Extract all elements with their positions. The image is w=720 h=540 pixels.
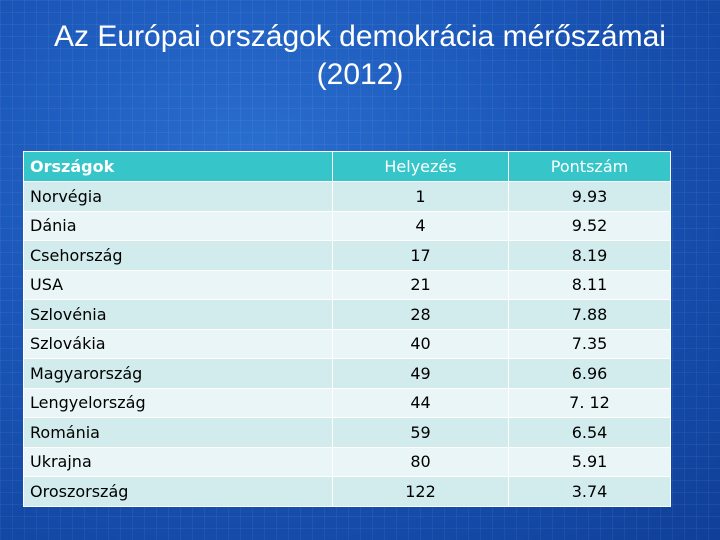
country-cell: Csehország xyxy=(23,240,333,271)
table-row: Románia 59 6.54 xyxy=(23,417,671,448)
country-cell: Szlovákia xyxy=(23,328,333,359)
country-cell: Dánia xyxy=(23,210,333,241)
table-row: Szlovákia 40 7.35 xyxy=(23,328,671,359)
country-cell: Szlovénia xyxy=(23,299,333,330)
score-cell: 9.93 xyxy=(508,181,671,212)
score-cell: 5.91 xyxy=(508,446,671,477)
table-row: Csehország 17 8.19 xyxy=(23,240,671,271)
table-row: Norvégia 1 9.93 xyxy=(23,181,671,212)
slide-title: Az Európai országok demokrácia mérőszáma… xyxy=(0,18,720,94)
table-row: Ukrajna 80 5.91 xyxy=(23,446,671,477)
score-cell: 8.11 xyxy=(508,269,671,300)
table-row: Lengyelország 44 7. 12 xyxy=(23,387,671,418)
rank-cell: 28 xyxy=(332,299,509,330)
democracy-index-table: Országok Helyezés Pontszám Norvégia 1 9.… xyxy=(23,151,671,507)
rank-cell: 80 xyxy=(332,446,509,477)
country-cell: Lengyelország xyxy=(23,387,333,418)
table-row: Szlovénia 28 7.88 xyxy=(23,299,671,330)
rank-cell: 40 xyxy=(332,328,509,359)
header-countries: Országok xyxy=(23,151,333,182)
score-cell: 7.35 xyxy=(508,328,671,359)
score-cell: 7. 12 xyxy=(508,387,671,418)
score-cell: 7.88 xyxy=(508,299,671,330)
score-cell: 6.54 xyxy=(508,417,671,448)
country-cell: Oroszország xyxy=(23,476,333,507)
score-cell: 6.96 xyxy=(508,358,671,389)
header-rank: Helyezés xyxy=(332,151,509,182)
rank-cell: 17 xyxy=(332,240,509,271)
table-row: Magyarország 49 6.96 xyxy=(23,358,671,389)
rank-cell: 49 xyxy=(332,358,509,389)
country-cell: Románia xyxy=(23,417,333,448)
table-header-row: Országok Helyezés Pontszám xyxy=(23,151,671,182)
slide-title-line-1: Az Európai országok demokrácia mérőszáma… xyxy=(54,20,666,53)
country-cell: USA xyxy=(23,269,333,300)
rank-cell: 122 xyxy=(332,476,509,507)
table-row: Dánia 4 9.52 xyxy=(23,210,671,241)
rank-cell: 1 xyxy=(332,181,509,212)
slide-title-line-2: (2012) xyxy=(316,58,404,91)
rank-cell: 44 xyxy=(332,387,509,418)
rank-cell: 21 xyxy=(332,269,509,300)
score-cell: 8.19 xyxy=(508,240,671,271)
table-row: Oroszország 122 3.74 xyxy=(23,476,671,507)
country-cell: Norvégia xyxy=(23,181,333,212)
country-cell: Magyarország xyxy=(23,358,333,389)
score-cell: 9.52 xyxy=(508,210,671,241)
table-row: USA 21 8.11 xyxy=(23,269,671,300)
rank-cell: 59 xyxy=(332,417,509,448)
country-cell: Ukrajna xyxy=(23,446,333,477)
header-score: Pontszám xyxy=(508,151,671,182)
rank-cell: 4 xyxy=(332,210,509,241)
score-cell: 3.74 xyxy=(508,476,671,507)
